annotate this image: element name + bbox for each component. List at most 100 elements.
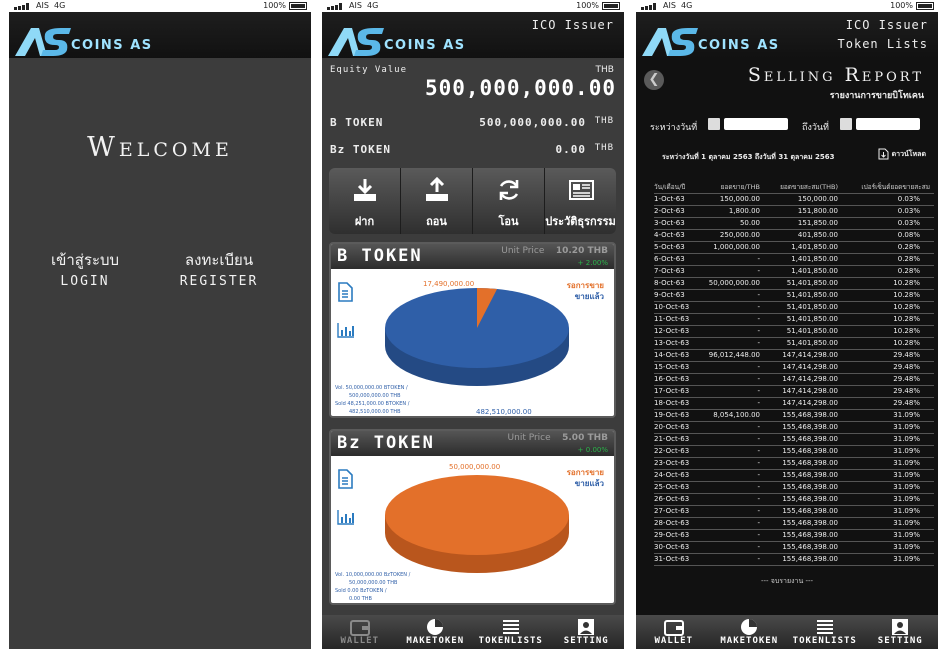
history-label: ประวัติธุรกรรม — [545, 215, 616, 228]
table-cell: - — [708, 445, 766, 458]
header-title: ICO Issuer — [531, 18, 614, 32]
table-cell: 50.00 — [708, 217, 766, 230]
table-row: 26-Oct-63-155,468,398.00 31.09% — [654, 493, 934, 506]
document-icon[interactable] — [337, 282, 353, 302]
download-button[interactable]: ดาวน์โหลด — [878, 148, 926, 160]
table-row: 30-Oct-63-155,468,398.00 31.09% — [654, 541, 934, 554]
table-cell: - — [708, 433, 766, 446]
table-cell: 29.48% — [848, 373, 934, 386]
table-cell: 31.09% — [848, 481, 934, 494]
login-link[interactable]: เข้าสู่ระบบ LOGIN — [25, 248, 145, 289]
table-row: 12-Oct-63-51,401,850.00 10.28% — [654, 325, 934, 338]
table-cell: 155,468,398.00 — [766, 457, 848, 470]
document-icon[interactable] — [337, 469, 353, 489]
table-cell: - — [708, 493, 766, 506]
tab-label: WALLET — [340, 636, 379, 646]
table-cell: 155,468,398.00 — [766, 541, 848, 554]
pie-legend: รอการขาย ขายแล้ว — [567, 280, 604, 302]
history-button[interactable]: ประวัติธุรกรรม — [545, 168, 616, 234]
calendar-icon[interactable] — [840, 118, 852, 130]
table-row: 5-Oct-63 1,000,000.00 1,401,850.00 0.28% — [654, 241, 934, 254]
table-cell: 23-Oct-63 — [654, 457, 708, 470]
table-row: 21-Oct-63-155,468,398.00 31.09% — [654, 433, 934, 446]
table-cell: - — [708, 361, 766, 374]
table-row: 15-Oct-63-147,414,298.00 29.48% — [654, 361, 934, 374]
unit-price-label: Unit Price — [501, 246, 545, 256]
table-cell: 24-Oct-63 — [654, 469, 708, 482]
table-cell: 50,000,000.00 — [708, 277, 766, 290]
transfer-button[interactable]: โอน — [473, 168, 545, 234]
tab-maketoken[interactable]: MAKETOKEN — [712, 615, 788, 649]
battery-icon — [289, 1, 307, 10]
table-cell: 29.48% — [848, 385, 934, 398]
withdraw-button[interactable]: ถอน — [401, 168, 473, 234]
withdraw-label: ถอน — [426, 215, 447, 228]
column-header: เปอร์เซ็นต์ยอดขายสะสม — [848, 182, 934, 194]
signal-icon — [641, 3, 661, 10]
tab-wallet[interactable]: WALLET — [322, 615, 398, 649]
from-date-input[interactable] — [724, 118, 788, 130]
table-cell: 250,000.00 — [708, 229, 766, 242]
table-cell: 29-Oct-63 — [654, 529, 708, 542]
pie-chart-icon — [741, 619, 758, 635]
signal-icon — [14, 3, 34, 10]
column-header: ยอดขาย/THB — [708, 182, 766, 194]
info-line: 50,000,000.00 THB — [349, 580, 398, 586]
table-cell: 31.09% — [848, 505, 934, 518]
bottom-tab-bar: WALLET MAKETOKEN TOKENLISTS SETTING — [322, 615, 624, 649]
tab-wallet[interactable]: WALLET — [636, 615, 712, 649]
table-cell: 31-Oct-63 — [654, 553, 708, 566]
tab-tokenlists[interactable]: TOKENLISTS — [473, 615, 549, 649]
to-date-input[interactable] — [856, 118, 920, 130]
download-icon — [353, 179, 376, 201]
brand-name: COINS AS — [384, 38, 466, 53]
table-cell: 3-Oct-63 — [654, 217, 708, 230]
table-cell: 0.03% — [848, 205, 934, 218]
login-label-en: LOGIN — [60, 274, 110, 289]
battery-percent: 100% — [890, 1, 913, 10]
wallet-screen: AIS 4G 100% COINS AS ICO Issuer Equity V… — [322, 0, 624, 649]
token-header: Bz TOKEN Unit Price 5.00 THB + 0.00% — [331, 431, 614, 456]
bar-chart-icon[interactable] — [337, 509, 355, 525]
token-name: Bz TOKEN — [337, 433, 435, 453]
table-row: 25-Oct-63-155,468,398.00 31.09% — [654, 481, 934, 494]
table-cell: 7-Oct-63 — [654, 265, 708, 278]
download-file-icon — [878, 148, 889, 160]
tab-maketoken[interactable]: MAKETOKEN — [398, 615, 474, 649]
table-cell: - — [708, 421, 766, 434]
table-cell: - — [708, 517, 766, 530]
unit-price-label: Unit Price — [507, 433, 551, 443]
balance-value: 0.00 — [555, 143, 586, 156]
table-cell: 19-Oct-63 — [654, 409, 708, 422]
table-cell: 155,468,398.00 — [766, 409, 848, 422]
table-cell: 155,468,398.00 — [766, 517, 848, 530]
report-range: ระหว่างวันที่ 1 ตุลาคม 2563 ถึงวันที่ 31… — [662, 153, 835, 161]
back-button[interactable]: ❮ — [644, 70, 664, 90]
info-line: 0.00 THB — [349, 596, 372, 602]
tab-tokenlists[interactable]: TOKENLISTS — [787, 615, 863, 649]
refresh-icon — [499, 180, 518, 200]
price-change: + 0.00% — [577, 446, 608, 454]
legend-sold: ขายแล้ว — [574, 479, 604, 488]
table-cell: 31.09% — [848, 433, 934, 446]
table-cell: - — [708, 265, 766, 278]
bar-chart-icon[interactable] — [337, 322, 355, 338]
pie-legend: รอการขาย ขายแล้ว — [567, 467, 604, 489]
tab-setting[interactable]: SETTING — [549, 615, 625, 649]
deposit-button[interactable]: ฝาก — [329, 168, 401, 234]
table-cell: - — [708, 481, 766, 494]
report-panel: ❮ Selling Report รายงานการขายบิโทเคน ระห… — [636, 58, 938, 615]
tab-setting[interactable]: SETTING — [863, 615, 939, 649]
calendar-icon[interactable] — [708, 118, 720, 130]
brand-logo — [15, 28, 71, 56]
table-cell: 14-Oct-63 — [654, 349, 708, 362]
table-cell: 31.09% — [848, 469, 934, 482]
table-cell: 20-Oct-63 — [654, 421, 708, 434]
table-cell: 0.28% — [848, 265, 934, 278]
register-link[interactable]: ลงทะเบียน REGISTER — [149, 248, 289, 289]
table-cell: 31.09% — [848, 553, 934, 566]
status-bar: AIS 4G 100% — [636, 0, 938, 12]
column-header: ยอดขายสะสม(THB) — [766, 182, 848, 194]
table-cell: - — [708, 553, 766, 566]
balance-unit: THB — [594, 116, 614, 126]
